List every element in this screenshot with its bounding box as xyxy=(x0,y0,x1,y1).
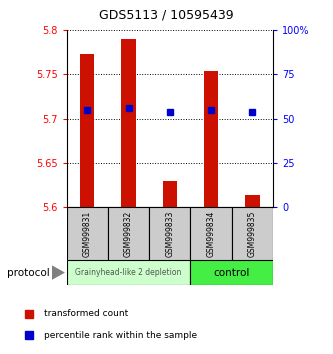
Text: protocol: protocol xyxy=(7,268,49,278)
Text: percentile rank within the sample: percentile rank within the sample xyxy=(44,331,197,340)
Text: Grainyhead-like 2 depletion: Grainyhead-like 2 depletion xyxy=(75,268,182,277)
Bar xyxy=(190,260,273,285)
Text: transformed count: transformed count xyxy=(44,309,128,318)
Text: GSM999835: GSM999835 xyxy=(248,210,257,257)
Text: GSM999833: GSM999833 xyxy=(165,210,174,257)
Polygon shape xyxy=(52,265,65,280)
Text: control: control xyxy=(213,268,250,278)
Bar xyxy=(204,71,218,207)
Bar xyxy=(67,260,190,285)
Bar xyxy=(80,54,95,207)
Bar xyxy=(190,207,232,260)
Bar xyxy=(232,207,273,260)
Text: GSM999832: GSM999832 xyxy=(124,211,133,257)
Bar xyxy=(163,182,177,207)
Bar xyxy=(67,207,108,260)
Bar xyxy=(149,207,190,260)
Bar xyxy=(108,207,149,260)
Bar xyxy=(121,39,136,207)
Bar xyxy=(245,195,260,207)
Text: GSM999831: GSM999831 xyxy=(83,211,92,257)
Text: GDS5113 / 10595439: GDS5113 / 10595439 xyxy=(99,9,234,22)
Text: GSM999834: GSM999834 xyxy=(206,210,216,257)
